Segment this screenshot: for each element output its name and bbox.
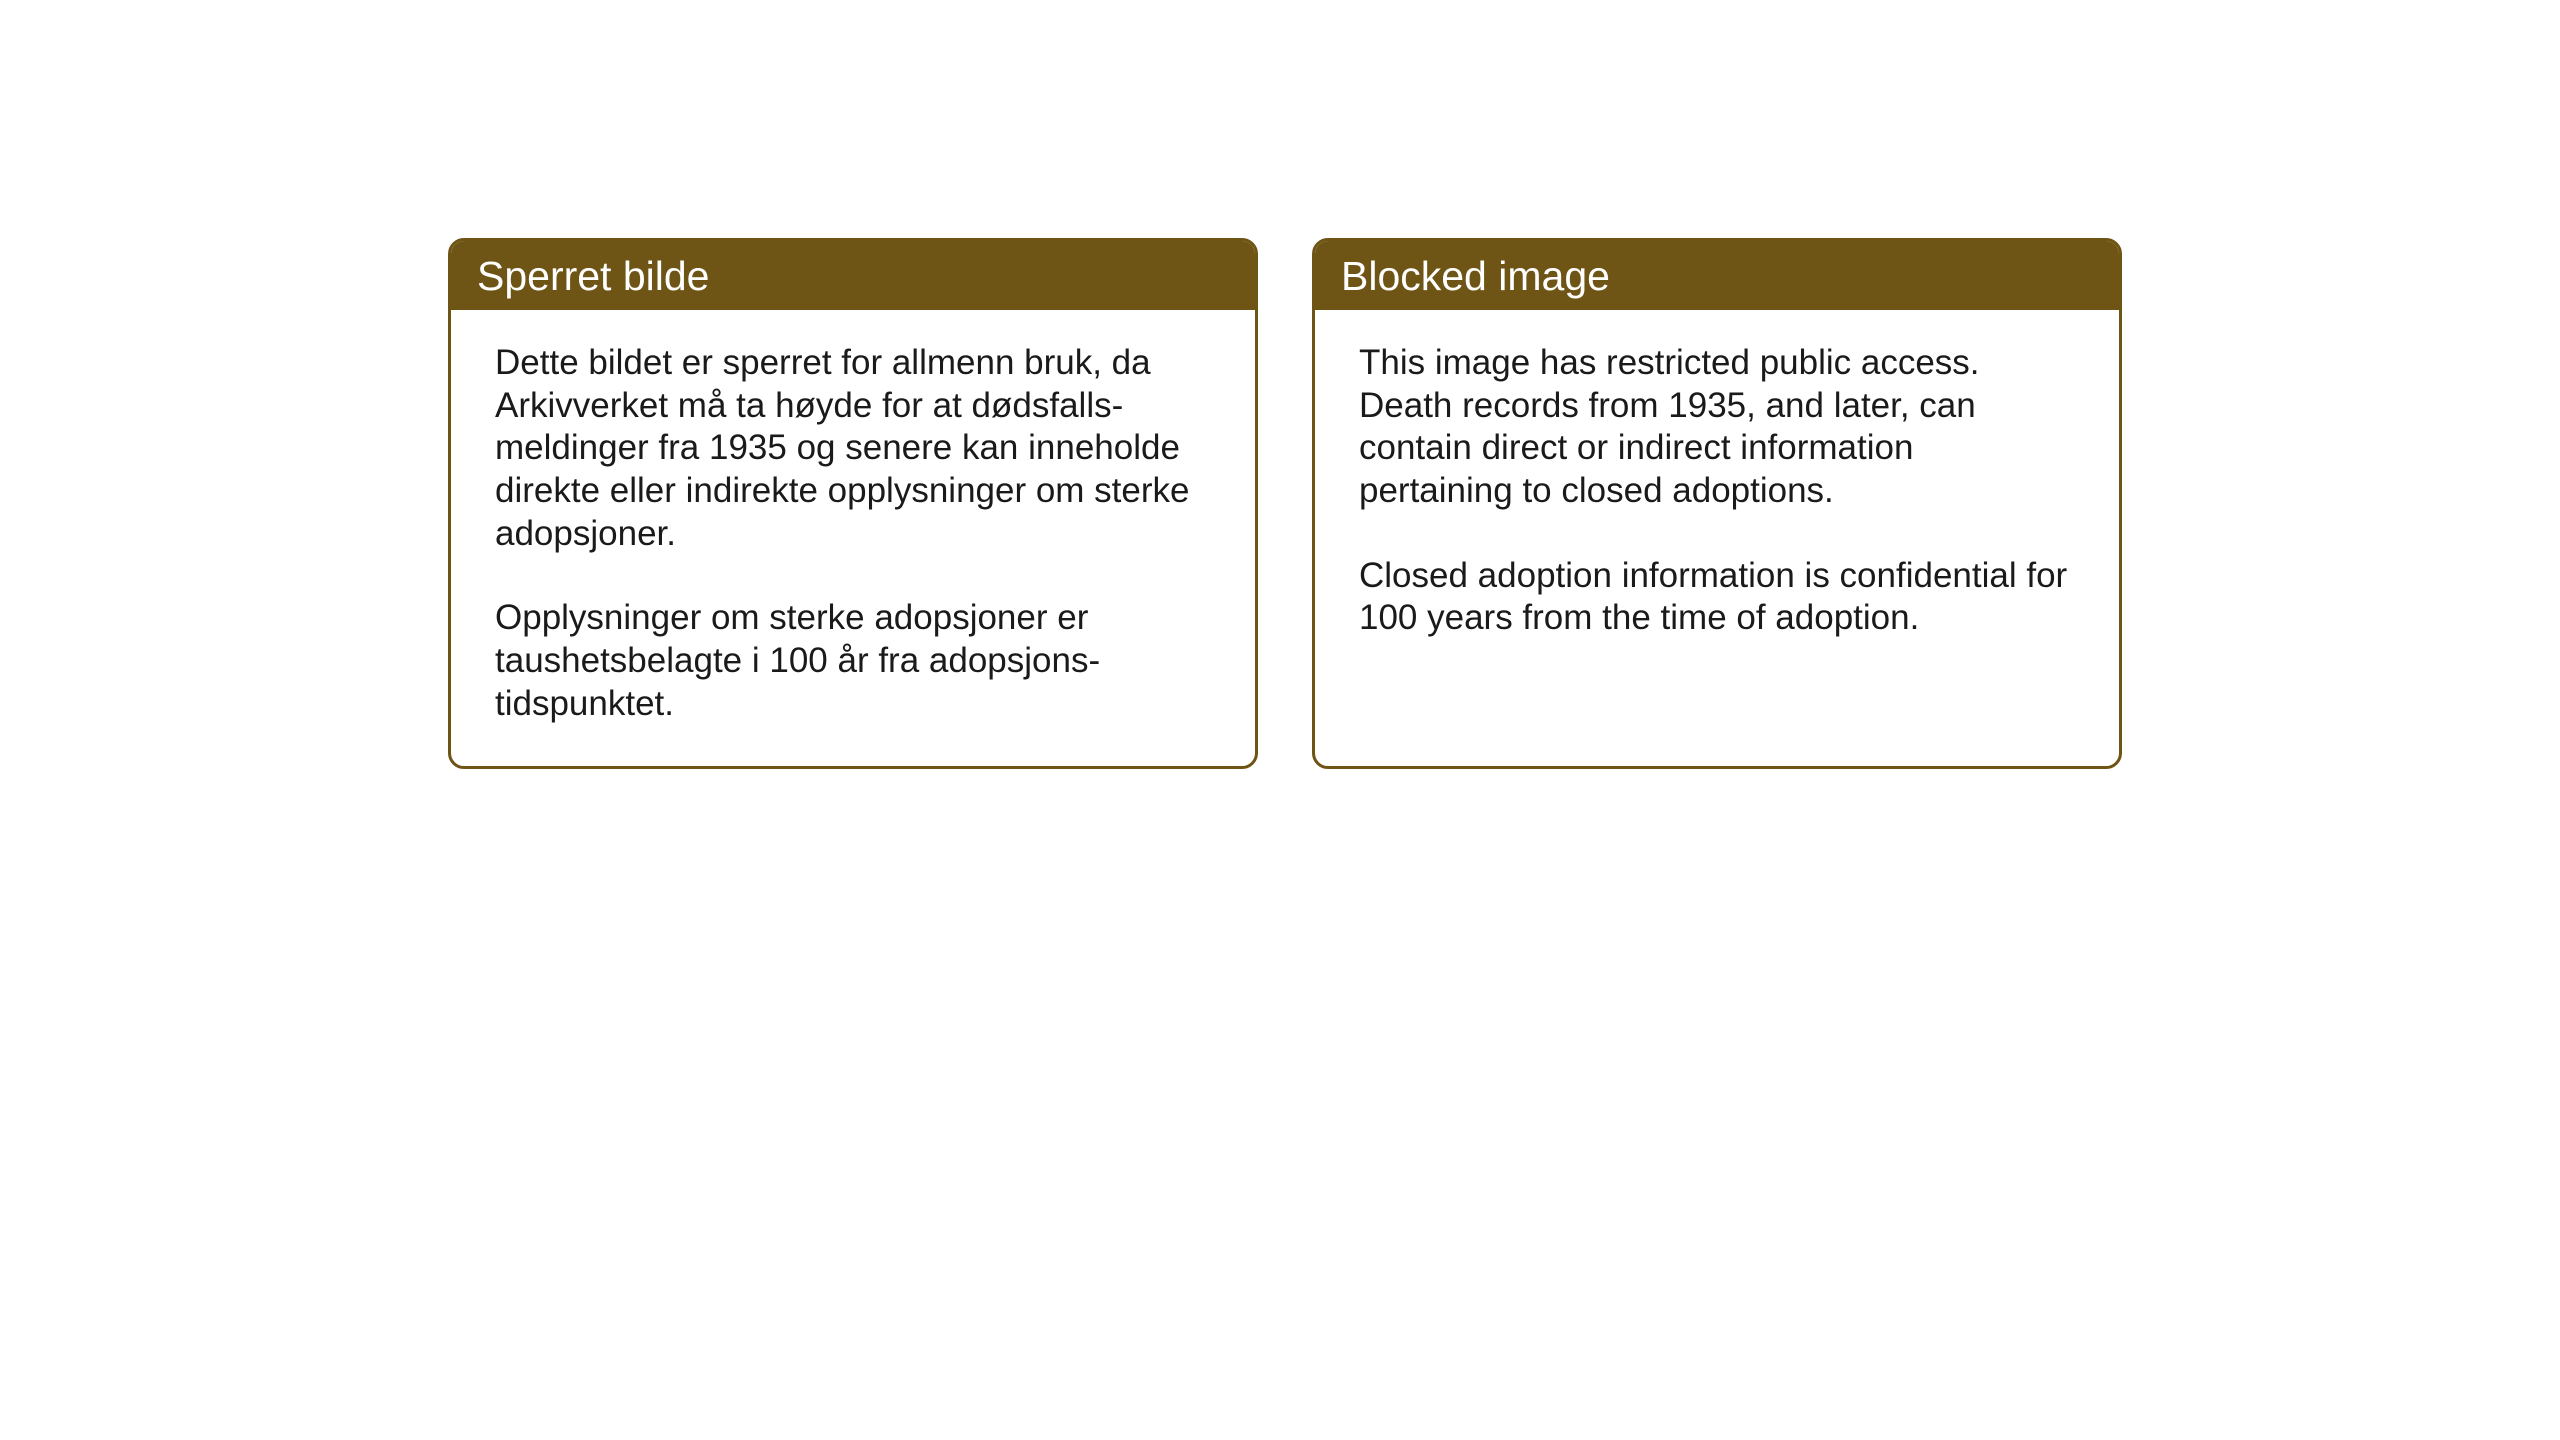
paragraph-1-norwegian: Dette bildet er sperret for allmenn bruk… xyxy=(495,342,1211,555)
card-title-english: Blocked image xyxy=(1341,253,1610,299)
paragraph-2-norwegian: Opplysninger om sterke adopsjoner er tau… xyxy=(495,597,1211,725)
notice-cards-container: Sperret bilde Dette bildet er sperret fo… xyxy=(448,238,2122,769)
paragraph-1-english: This image has restricted public access.… xyxy=(1359,342,2075,513)
card-header-english: Blocked image xyxy=(1315,241,2119,310)
blocked-image-card-english: Blocked image This image has restricted … xyxy=(1312,238,2122,769)
card-title-norwegian: Sperret bilde xyxy=(477,253,709,299)
card-header-norwegian: Sperret bilde xyxy=(451,241,1255,310)
card-body-norwegian: Dette bildet er sperret for allmenn bruk… xyxy=(451,310,1255,766)
card-body-english: This image has restricted public access.… xyxy=(1315,310,2119,731)
paragraph-2-english: Closed adoption information is confident… xyxy=(1359,555,2075,640)
blocked-image-card-norwegian: Sperret bilde Dette bildet er sperret fo… xyxy=(448,238,1258,769)
